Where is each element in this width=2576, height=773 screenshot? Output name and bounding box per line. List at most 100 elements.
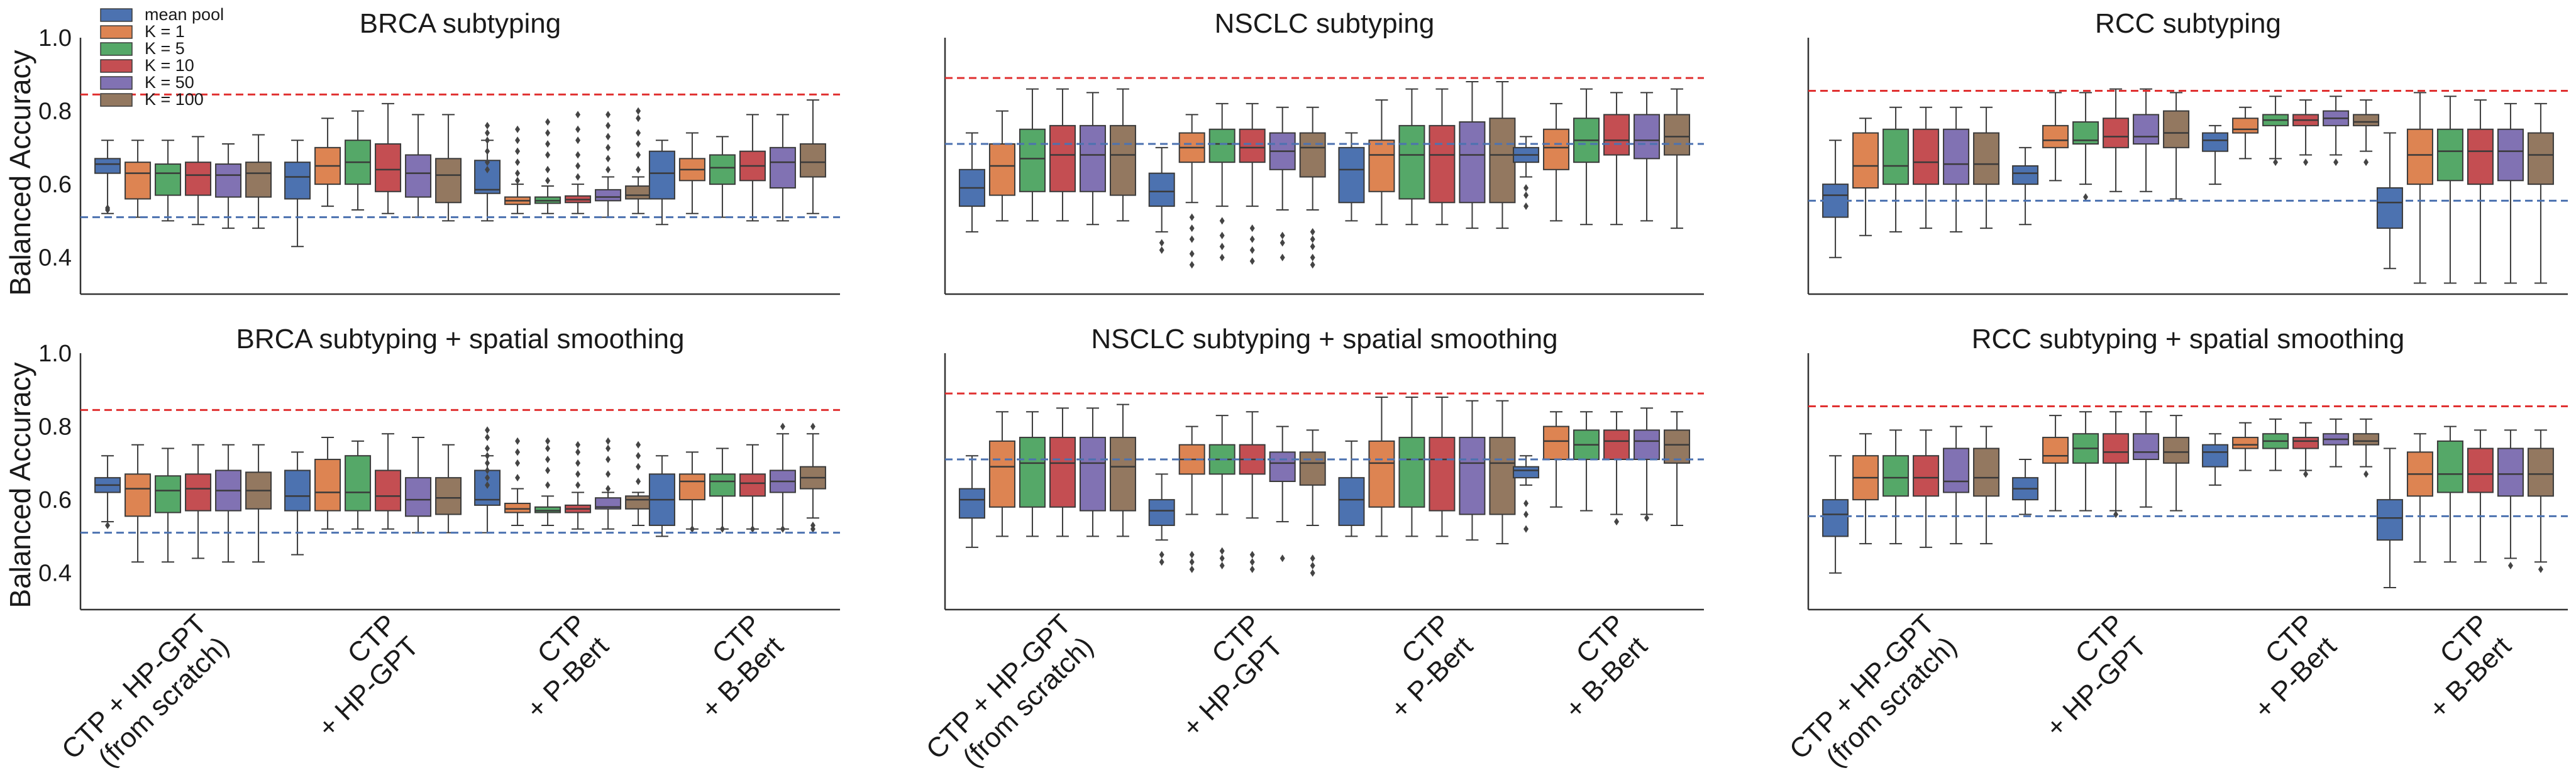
box-group — [1338, 80, 1516, 229]
box-group — [94, 444, 272, 563]
box — [2133, 433, 2160, 461]
box — [2292, 437, 2319, 449]
box — [2232, 437, 2259, 449]
panel-title: RCC subtyping + spatial smoothing — [1972, 324, 2404, 354]
outlier-point — [1219, 217, 1225, 225]
box — [2163, 437, 2190, 464]
outlier-point — [545, 444, 551, 452]
y-tick-label: 0.4 — [38, 245, 72, 271]
box — [1079, 124, 1106, 192]
outlier-point — [545, 129, 551, 137]
box — [1019, 128, 1046, 192]
outlier-point — [636, 441, 641, 449]
outlier-point — [2273, 158, 2279, 167]
outlier-point — [1310, 569, 1315, 577]
box — [1513, 466, 1540, 479]
outlier-point — [1189, 551, 1195, 559]
legend-swatch — [100, 59, 133, 73]
outlier-point — [1523, 184, 1529, 192]
box — [2202, 444, 2229, 468]
outlier-point — [545, 456, 551, 464]
outlier-point — [515, 448, 521, 456]
box — [504, 502, 531, 513]
box-group — [1513, 407, 1691, 533]
outlier-point — [1249, 257, 1255, 265]
outlier-point — [1249, 558, 1255, 566]
y-tick-label: 0.8 — [38, 414, 72, 441]
box — [1603, 114, 1630, 156]
legend-swatch — [100, 93, 133, 107]
box — [625, 185, 652, 200]
box — [284, 469, 311, 512]
box — [2042, 437, 2069, 464]
box-group — [2202, 96, 2380, 185]
outlier-point — [605, 485, 611, 493]
outlier-point — [575, 459, 581, 467]
box — [2103, 433, 2130, 464]
outlier-point — [1523, 499, 1529, 507]
box — [1664, 114, 1691, 156]
outlier-point — [1189, 235, 1195, 243]
box — [988, 440, 1015, 508]
y-axis-label-bottom: Balanced Accuracy — [4, 362, 36, 608]
box-group — [2376, 425, 2554, 589]
legend-label: K = 5 — [145, 39, 185, 58]
outlier-point — [575, 448, 581, 456]
outlier-point — [575, 136, 581, 145]
box — [124, 473, 152, 517]
box — [709, 154, 736, 185]
outlier-point — [485, 136, 490, 145]
box — [1913, 455, 1940, 497]
box-group — [648, 422, 826, 537]
panel: NSCLC subtyping + spatial smoothing — [944, 324, 1704, 611]
outlier-point — [1219, 243, 1225, 251]
box — [958, 488, 985, 519]
outlier-point — [749, 525, 755, 533]
outlier-point — [485, 121, 490, 129]
outlier-point — [2333, 158, 2339, 167]
box — [1429, 124, 1456, 204]
box — [1489, 437, 1516, 515]
outlier-point — [636, 151, 641, 159]
outlier-point — [1523, 202, 1529, 211]
outlier-point — [1249, 246, 1255, 255]
box-group — [284, 102, 462, 248]
outlier-point — [636, 129, 641, 137]
outlier-point — [1310, 261, 1315, 269]
outlier-point — [810, 525, 815, 533]
box — [1368, 440, 1395, 508]
outlier-point — [1310, 253, 1315, 261]
outlier-point — [545, 481, 551, 489]
outlier-point — [485, 474, 490, 482]
box-group — [1822, 106, 2000, 258]
outlier-point — [2113, 510, 2119, 518]
box — [1109, 124, 1136, 196]
box — [1299, 132, 1326, 178]
box — [1398, 437, 1425, 508]
outlier-point — [1219, 562, 1225, 570]
outlier-point — [485, 165, 490, 173]
box-group — [648, 99, 826, 226]
box — [1239, 128, 1266, 163]
outlier-point — [515, 437, 521, 445]
box-group — [2012, 88, 2190, 226]
outlier-point — [2303, 470, 2309, 478]
outlier-point — [1189, 558, 1195, 566]
box — [595, 497, 622, 510]
outlier-point — [485, 459, 490, 467]
outlier-point — [515, 474, 521, 482]
panel-title: NSCLC subtyping + spatial smoothing — [1091, 324, 1557, 354]
outlier-point — [2363, 470, 2369, 478]
outlier-point — [636, 107, 641, 115]
outlier-point — [605, 155, 611, 163]
outlier-point — [1189, 565, 1195, 573]
outlier-point — [1219, 547, 1225, 555]
box — [1633, 114, 1661, 160]
outlier-point — [2507, 562, 2513, 570]
box — [1338, 146, 1365, 204]
box — [405, 154, 432, 198]
box — [1943, 128, 1970, 185]
box — [155, 475, 182, 513]
box-group — [1338, 396, 1516, 545]
panel-title: NSCLC subtyping — [1215, 8, 1435, 39]
